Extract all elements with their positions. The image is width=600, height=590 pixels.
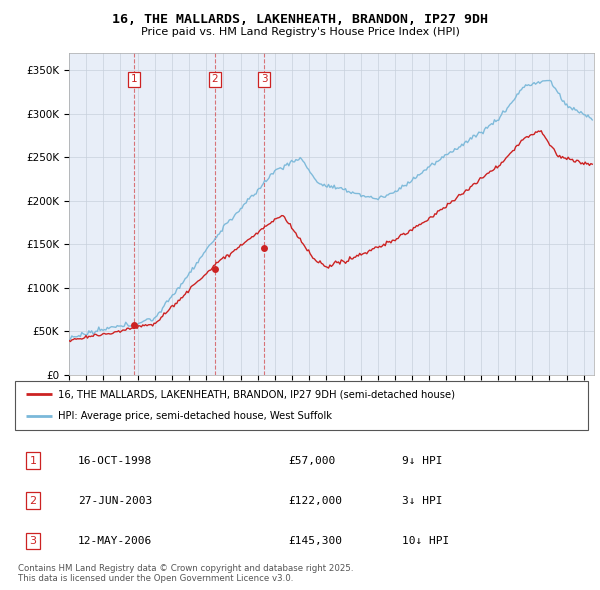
Text: 9↓ HPI: 9↓ HPI	[402, 455, 443, 466]
Text: 10↓ HPI: 10↓ HPI	[402, 536, 449, 546]
Text: 2: 2	[211, 74, 218, 84]
Text: £122,000: £122,000	[288, 496, 342, 506]
Text: £57,000: £57,000	[288, 455, 335, 466]
Text: Price paid vs. HM Land Registry's House Price Index (HPI): Price paid vs. HM Land Registry's House …	[140, 27, 460, 37]
Text: 16-OCT-1998: 16-OCT-1998	[78, 455, 152, 466]
Text: 3: 3	[261, 74, 268, 84]
Text: HPI: Average price, semi-detached house, West Suffolk: HPI: Average price, semi-detached house,…	[58, 411, 332, 421]
Text: Contains HM Land Registry data © Crown copyright and database right 2025.
This d: Contains HM Land Registry data © Crown c…	[18, 563, 353, 583]
Text: 1: 1	[131, 74, 137, 84]
Text: 27-JUN-2003: 27-JUN-2003	[78, 496, 152, 506]
Text: 16, THE MALLARDS, LAKENHEATH, BRANDON, IP27 9DH: 16, THE MALLARDS, LAKENHEATH, BRANDON, I…	[112, 13, 488, 26]
Text: 12-MAY-2006: 12-MAY-2006	[78, 536, 152, 546]
Text: 16, THE MALLARDS, LAKENHEATH, BRANDON, IP27 9DH (semi-detached house): 16, THE MALLARDS, LAKENHEATH, BRANDON, I…	[58, 389, 455, 399]
Text: 3↓ HPI: 3↓ HPI	[402, 496, 443, 506]
Text: 1: 1	[29, 455, 37, 466]
Text: 3: 3	[29, 536, 37, 546]
FancyBboxPatch shape	[15, 381, 588, 430]
Text: £145,300: £145,300	[288, 536, 342, 546]
Text: 2: 2	[29, 496, 37, 506]
